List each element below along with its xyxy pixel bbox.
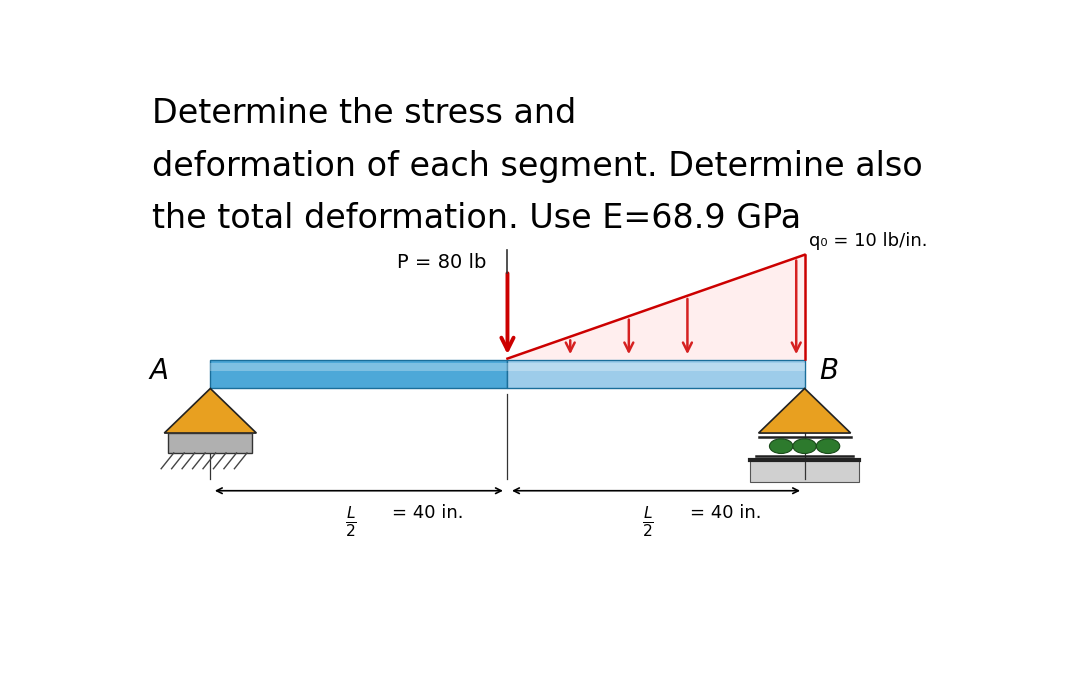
Bar [168, 433, 253, 453]
Text: $\frac{L}{2}$: $\frac{L}{2}$ [642, 504, 653, 539]
Bar [211, 362, 805, 371]
Circle shape [769, 439, 793, 454]
Text: A: A [149, 358, 168, 385]
Text: the total deformation. Use E=68.9 GPa: the total deformation. Use E=68.9 GPa [151, 202, 801, 236]
Text: q₀ = 10 lb/in.: q₀ = 10 lb/in. [809, 232, 928, 249]
Text: B: B [820, 358, 839, 385]
Text: = 40 in.: = 40 in. [392, 504, 464, 522]
Text: Determine the stress and: Determine the stress and [151, 97, 576, 131]
Bar [211, 360, 508, 388]
Polygon shape [164, 388, 256, 433]
Circle shape [816, 439, 840, 454]
Text: deformation of each segment. Determine also: deformation of each segment. Determine a… [151, 150, 922, 183]
Bar [508, 360, 805, 388]
Text: $\frac{L}{2}$: $\frac{L}{2}$ [345, 504, 356, 539]
Polygon shape [508, 255, 805, 360]
Text: = 40 in.: = 40 in. [689, 504, 761, 522]
Polygon shape [758, 388, 851, 433]
Bar [751, 460, 859, 482]
Circle shape [793, 439, 816, 454]
Text: P = 80 lb: P = 80 lb [397, 253, 486, 272]
